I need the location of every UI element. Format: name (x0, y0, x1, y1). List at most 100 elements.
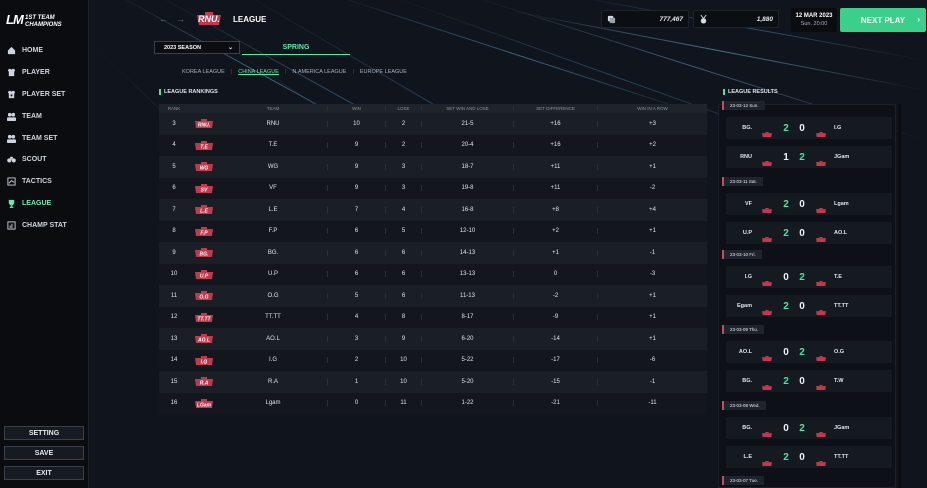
table-row[interactable]: 7 L.E L.E 7 4 16-8 +8 +4 (159, 199, 707, 221)
set-difference-cell: +11 (513, 163, 597, 170)
match-result[interactable]: Egam 2 0 TT.TT (726, 295, 892, 317)
away-score: 2 (799, 346, 805, 358)
set-win-lose-cell: 16-8 (421, 206, 513, 213)
team-logo: RNU. (196, 12, 222, 26)
forward-arrow-icon[interactable]: → (176, 14, 185, 24)
away-team-badge-icon (810, 201, 832, 213)
table-row[interactable]: 11 O.G O.G 5 6 11-13 -2 +1 (159, 285, 707, 307)
lose-cell: 3 (385, 163, 421, 170)
sidebar-item-label: TEAM SET (22, 134, 58, 142)
away-score: 0 (799, 122, 805, 134)
table-row[interactable]: 5 WG WG 9 3 18-7 +11 +1 (159, 156, 707, 178)
win-cell: 6 (327, 271, 385, 278)
season-select[interactable]: 2023 SEASON ⌄ (154, 41, 240, 54)
team-badge-icon: WG (193, 162, 215, 172)
rank-cell: 11 (170, 292, 178, 299)
result-date-header: 23-03-08 Wed. (722, 401, 766, 410)
tab-korea-league[interactable]: KOREA LEAGUE (182, 69, 225, 75)
home-team-badge-icon (756, 378, 778, 390)
tab-n-america-league[interactable]: N.AMERICA LEAGUE (292, 69, 347, 75)
table-row[interactable]: 12 TT.TT TT.TT 4 8 8-17 -9 +1 (159, 306, 707, 328)
sidebar-item-tactics[interactable]: TACTICS (0, 171, 88, 193)
result-date-header: 23-03-09 Thu. (722, 325, 765, 334)
tab-separator: | (230, 69, 233, 75)
sidebar-item-league[interactable]: LEAGUE (0, 193, 88, 215)
match-result[interactable]: L.E 2 0 TT.TT (726, 446, 892, 468)
away-team-badge-icon (810, 349, 832, 361)
history-nav: ← → (159, 14, 193, 24)
rank-cell: 5 (172, 163, 176, 170)
table-row[interactable]: 14 I.G I.G 2 10 5-22 -17 -6 (159, 349, 707, 371)
match-result[interactable]: AO.L 0 2 O.G (726, 341, 892, 363)
table-row[interactable]: 13 AO.L AO.L 3 9 6-20 -14 +1 (159, 328, 707, 350)
table-row[interactable]: 3 RNU. RNU 10 2 21-5 +16 +3 (159, 113, 707, 135)
away-team-name: O.G (834, 349, 845, 355)
next-play-button[interactable]: NEXT PLAY › (840, 8, 926, 32)
exit-button[interactable]: EXIT (4, 466, 84, 480)
table-row[interactable]: 8 F.P F.P 6 5 12-10 +2 +1 (159, 220, 707, 242)
tab-europe-league[interactable]: EUROPE LEAGUE (359, 69, 407, 75)
lose-cell: 8 (385, 314, 421, 321)
match-result[interactable]: RNU 1 2 JGam (726, 146, 892, 168)
team-badge-text: U.P (200, 273, 209, 279)
sidebar-item-home[interactable]: HOME (0, 40, 88, 62)
team-badge-icon: BG. (193, 248, 215, 258)
sidebar-item-team-set[interactable]: TEAM SET (0, 127, 88, 149)
win-cell: 9 (327, 142, 385, 149)
match-result[interactable]: BG. 2 0 I.G (726, 117, 892, 139)
set-win-lose-cell: 20-4 (421, 142, 513, 149)
top-bar: ← → RNU. LEAGUE 777,467 1,880 12 MAR 2023… (89, 0, 927, 40)
rank-cell: 6 (172, 185, 176, 192)
home-icon (6, 46, 16, 56)
tab-china-league[interactable]: CHINA LEAGUE (238, 69, 279, 75)
sidebar-item-player-set[interactable]: PLAYER SET (0, 84, 88, 106)
away-score: 2 (799, 151, 805, 163)
sidebar-item-player[interactable]: PLAYER (0, 62, 88, 84)
home-team-badge-icon (756, 303, 778, 315)
match-result[interactable]: BG. 2 0 T.W (726, 370, 892, 392)
set-difference-cell: -21 (513, 400, 597, 407)
currency-gold: 777,467 (601, 10, 689, 28)
team-logo-cell: LGam (189, 398, 219, 408)
column-header: RANK (167, 106, 181, 111)
set-win-lose-cell: 18-7 (421, 163, 513, 170)
table-row[interactable]: 15 R.A R.A 1 10 5-20 -15 -1 (159, 371, 707, 393)
team-cell: L.E (268, 206, 278, 213)
team-badge-text: O.G (199, 295, 208, 301)
table-row[interactable]: 4 T.E T.E 9 2 20-4 +16 +2 (159, 134, 707, 156)
win-cell: 3 (327, 335, 385, 342)
rank-cell: 15 (170, 378, 178, 385)
table-row[interactable]: 6 SV VF 9 3 19-8 +11 -2 (159, 177, 707, 199)
back-arrow-icon[interactable]: ← (159, 14, 168, 24)
sidebar-item-team[interactable]: TEAM (0, 105, 88, 127)
result-date-header: 23-03-10 Fri. (722, 250, 762, 259)
table-row[interactable]: 16 LGam Lgam 0 11 1-22 -21 -11 (159, 392, 707, 414)
sidebar: LM 1ST TEAM CHAMPIONS HOME PLAYER PLAYER S… (0, 0, 89, 488)
binoculars-icon (6, 155, 16, 165)
home-team-badge-icon (756, 201, 778, 213)
results-scrollbar[interactable] (898, 104, 901, 488)
win-streak-cell: -11 (597, 400, 707, 407)
team-badge-text: WG (200, 166, 209, 172)
sidebar-item-champ-stat[interactable]: CHAMP STAT (0, 214, 88, 236)
table-row[interactable]: 9 BG. BG. 6 6 14-13 +1 -1 (159, 242, 707, 264)
match-result[interactable]: U.P 2 0 AO.L (726, 222, 892, 244)
results-title: LEAGUE RESULTS (723, 89, 778, 95)
away-score: 0 (799, 227, 805, 239)
table-row[interactable]: 10 U.P U.P 6 6 13-13 0 -3 (159, 263, 707, 285)
setting-button[interactable]: SETTING (4, 426, 84, 440)
win-streak-cell: -3 (597, 271, 707, 278)
away-score: 2 (799, 422, 805, 434)
tab-spring[interactable]: SPRING (242, 41, 350, 55)
team-icon (6, 111, 16, 121)
save-button[interactable]: SAVE (4, 446, 84, 460)
match-result[interactable]: VF 2 0 Lgam (726, 193, 892, 215)
match-result[interactable]: I.G 0 2 T.E (726, 266, 892, 288)
match-result[interactable]: BG. 0 2 JGam (726, 417, 892, 439)
tab-separator: | (284, 69, 287, 75)
set-win-lose-cell: 21-5 (421, 120, 513, 127)
logo-line-1: 1ST TEAM (25, 15, 55, 21)
sidebar-item-scout[interactable]: SCOUT (0, 149, 88, 171)
result-date-header: 23-03-12 Sun. (722, 101, 765, 110)
